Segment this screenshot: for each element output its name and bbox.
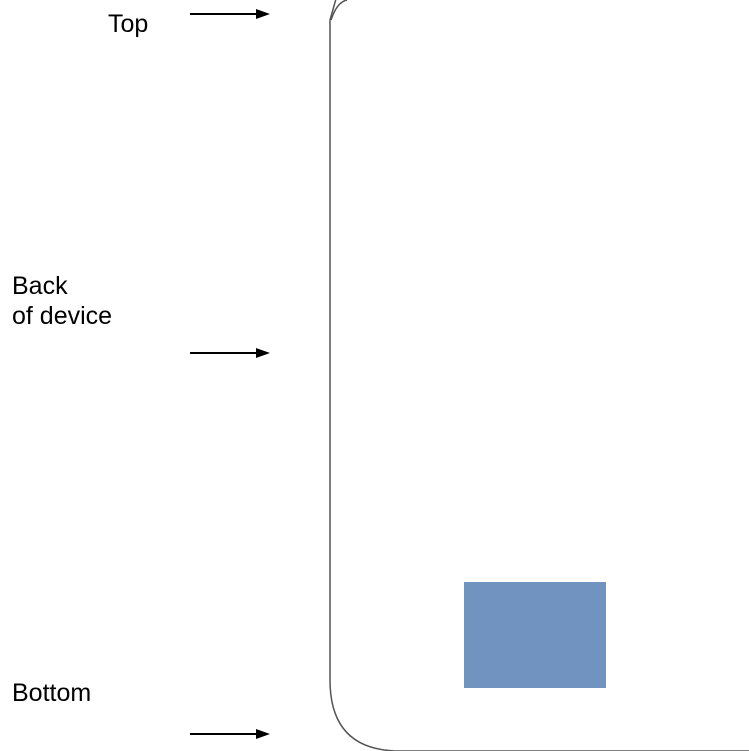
back-of-device-label: Back of device bbox=[12, 272, 113, 330]
top-label: Top bbox=[108, 10, 149, 38]
device-top-corner bbox=[330, 0, 348, 21]
device-edge bbox=[329, 0, 749, 751]
bottom-label: Bottom bbox=[12, 679, 92, 707]
bottom-arrow-icon bbox=[190, 729, 270, 739]
back-arrow-icon bbox=[190, 348, 270, 358]
camera-block bbox=[464, 582, 606, 688]
top-arrow-icon bbox=[190, 9, 270, 19]
